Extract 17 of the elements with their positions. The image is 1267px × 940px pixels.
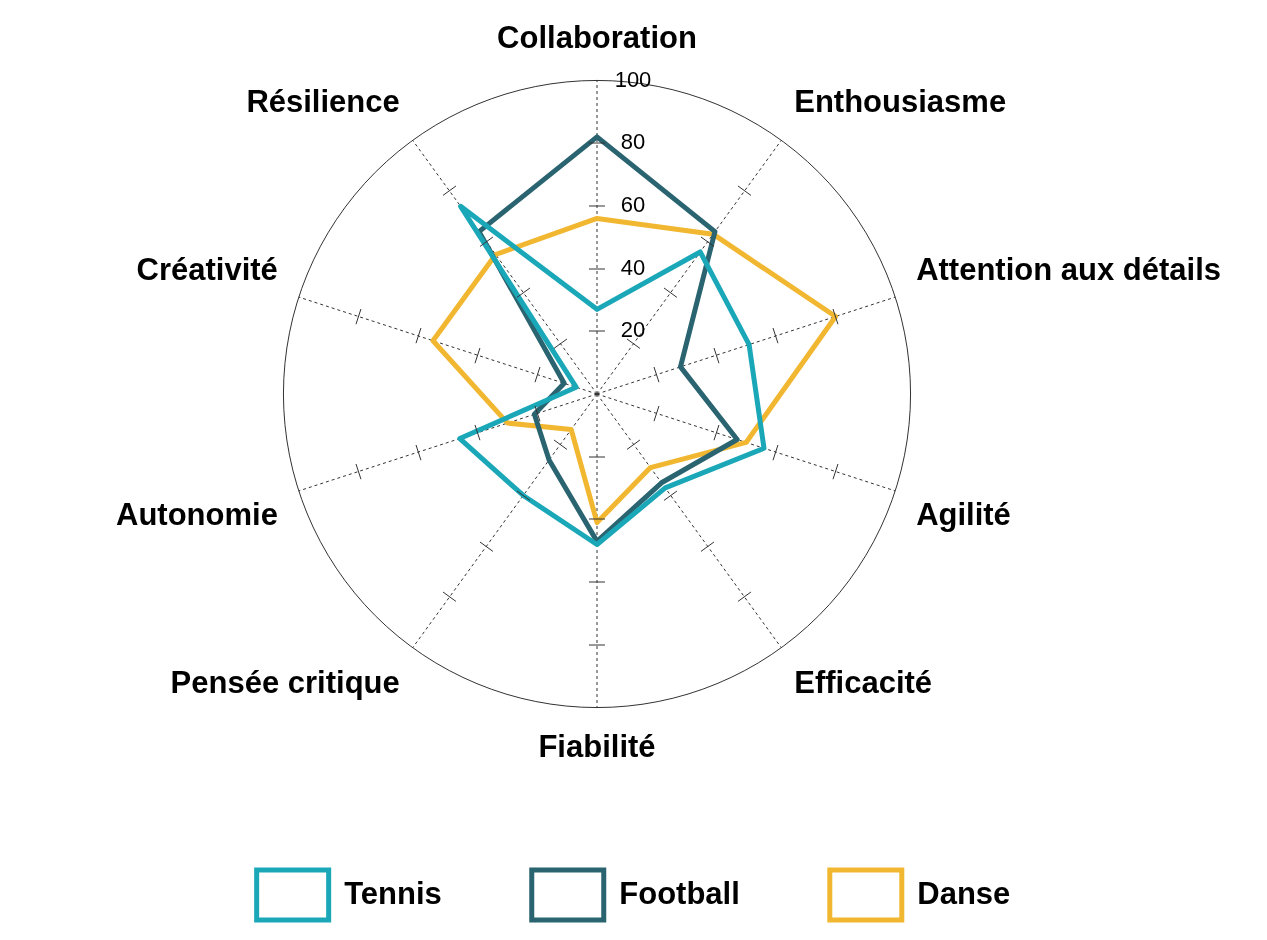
spoke-label: Autonomie	[115, 496, 278, 532]
y-tick-label: 20	[620, 317, 646, 343]
spoke-label: Enthousiasme	[794, 84, 1007, 120]
legend-label: Tennis	[344, 875, 442, 911]
y-tick-label: 80	[620, 129, 646, 155]
spoke-label: Collaboration	[497, 20, 697, 56]
spoke-label: Attention aux détails	[916, 252, 1222, 288]
legend-label: Danse	[917, 875, 1011, 911]
spoke-label: Pensée critique	[170, 664, 400, 700]
legend-label: Football	[619, 875, 740, 911]
spoke-label: Créativité	[136, 252, 278, 288]
y-tick-label: 60	[620, 191, 646, 217]
spoke-label: Fiabilité	[538, 728, 656, 764]
spoke-label: Efficacité	[794, 664, 933, 700]
spoke-label: Agilité	[916, 496, 1011, 532]
y-tick-label: 40	[620, 254, 646, 280]
spoke-label: Résilience	[246, 84, 400, 120]
